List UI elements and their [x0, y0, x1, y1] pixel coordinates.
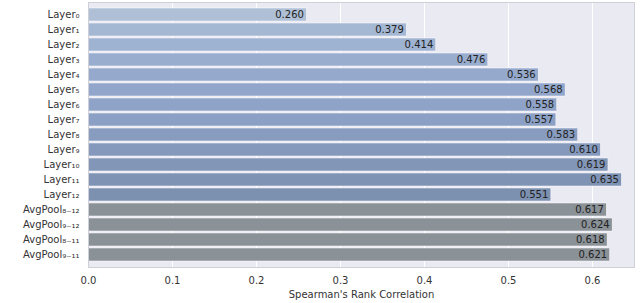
svg-text:Layer₁₀: Layer₁₀ — [44, 159, 80, 170]
svg-text:0.476: 0.476 — [457, 54, 486, 65]
svg-text:Layer₄: Layer₄ — [48, 69, 80, 80]
svg-text:Layer₁₁: Layer₁₁ — [44, 174, 80, 185]
svg-text:Layer₈: Layer₈ — [48, 129, 80, 140]
svg-text:0.414: 0.414 — [405, 39, 434, 50]
svg-text:0.536: 0.536 — [507, 69, 536, 80]
svg-text:0.1: 0.1 — [165, 275, 181, 286]
svg-text:0.3: 0.3 — [333, 275, 349, 286]
svg-text:0.2: 0.2 — [249, 275, 265, 286]
svg-text:0.624: 0.624 — [581, 219, 610, 230]
svg-text:0.610: 0.610 — [569, 144, 598, 155]
svg-text:Layer₁₂: Layer₁₂ — [44, 189, 80, 200]
svg-text:0.551: 0.551 — [520, 189, 549, 200]
svg-text:0.379: 0.379 — [375, 24, 404, 35]
svg-text:0.618: 0.618 — [576, 234, 605, 245]
svg-text:Layer₂: Layer₂ — [48, 39, 80, 50]
svg-text:0.619: 0.619 — [577, 159, 606, 170]
svg-text:0.6: 0.6 — [585, 275, 601, 286]
svg-text:0.557: 0.557 — [525, 114, 554, 125]
svg-text:AvgPool₉₋₁₂: AvgPool₉₋₁₂ — [23, 219, 80, 230]
svg-text:0.0: 0.0 — [81, 275, 97, 286]
svg-text:Layer₅: Layer₅ — [48, 84, 80, 95]
svg-text:0.635: 0.635 — [590, 174, 619, 185]
svg-text:0.621: 0.621 — [578, 249, 607, 260]
svg-text:Layer₀: Layer₀ — [48, 9, 80, 20]
svg-text:0.260: 0.260 — [275, 9, 304, 20]
svg-text:0.617: 0.617 — [575, 204, 604, 215]
svg-text:0.5: 0.5 — [501, 275, 517, 286]
svg-text:AvgPool₈₋₁₂: AvgPool₈₋₁₂ — [23, 204, 80, 215]
svg-text:0.568: 0.568 — [534, 84, 563, 95]
svg-text:0.583: 0.583 — [547, 129, 576, 140]
svg-text:Layer₁: Layer₁ — [48, 24, 80, 35]
svg-text:0.4: 0.4 — [417, 275, 433, 286]
svg-text:AvgPool₈₋₁₁: AvgPool₈₋₁₁ — [23, 234, 80, 245]
svg-text:Layer₇: Layer₇ — [48, 114, 80, 125]
svg-text:0.558: 0.558 — [526, 99, 555, 110]
svg-text:Layer₃: Layer₃ — [48, 54, 80, 65]
svg-text:AvgPool₉₋₁₁: AvgPool₉₋₁₁ — [23, 249, 80, 260]
svg-text:Layer₉: Layer₉ — [48, 144, 80, 155]
svg-text:Layer₆: Layer₆ — [48, 99, 80, 110]
svg-text:Spearman's Rank Correlation: Spearman's Rank Correlation — [289, 289, 435, 300]
